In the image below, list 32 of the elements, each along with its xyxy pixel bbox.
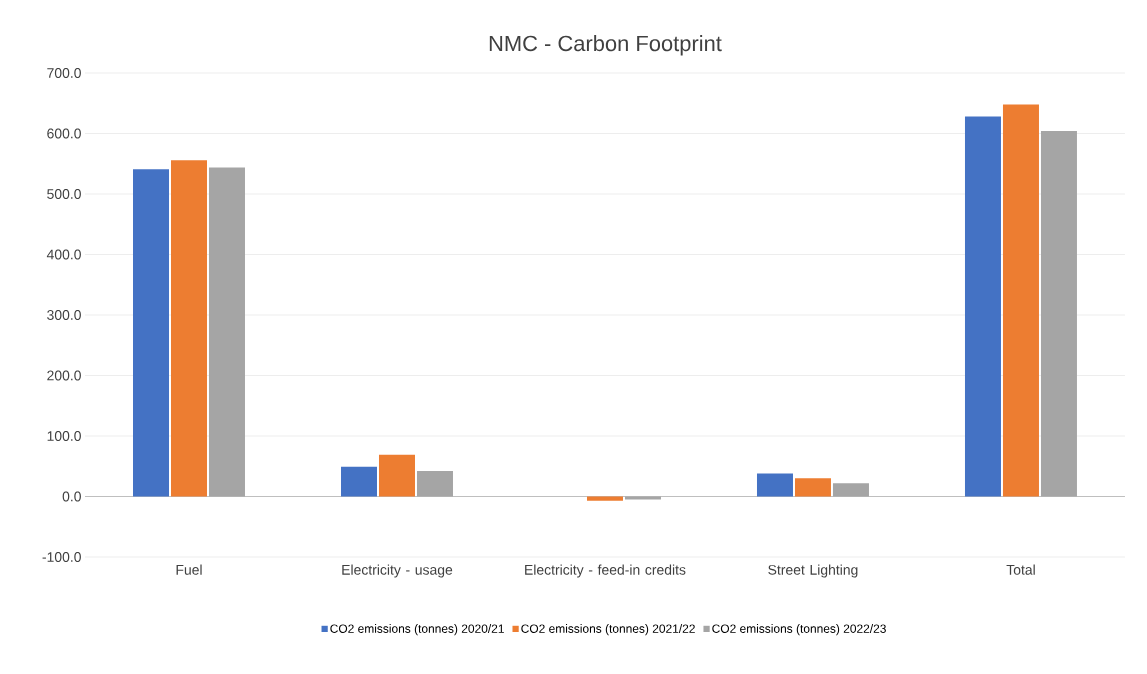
- chart-title: NMC - Carbon Footprint: [489, 35, 722, 56]
- x-tick-label: Fuel: [176, 564, 202, 575]
- x-tick-label: Electricity - feed-in credits: [525, 564, 686, 578]
- y-tick-label: 100.0: [47, 431, 81, 441]
- legend-label: CO2 emissions (tonnes) 2022/23: [712, 624, 886, 636]
- y-tick-label: 200.0: [47, 370, 81, 381]
- bar: [133, 169, 169, 497]
- bar: [341, 466, 377, 497]
- x-tick-label: Total: [1006, 564, 1035, 575]
- x-tick-label: Street Lighting: [768, 564, 858, 578]
- bar: [416, 471, 453, 497]
- bar: [832, 483, 869, 497]
- legend-label: CO2 emissions (tonnes) 2021/22: [521, 624, 695, 636]
- bar: [1040, 131, 1077, 497]
- y-tick-label: -100.0: [42, 552, 81, 562]
- bar: [171, 160, 207, 497]
- y-tick-label: 300.0: [47, 310, 81, 320]
- bar: [1002, 104, 1039, 497]
- y-tick-label: 0.0: [62, 491, 81, 502]
- legend-label: CO2 emissions (tonnes) 2020/21: [330, 624, 504, 636]
- bar: [208, 167, 245, 497]
- x-tick-label: Electricity - usage: [342, 564, 453, 578]
- y-tick-label: 600.0: [47, 128, 81, 139]
- bar: [794, 478, 831, 497]
- bar: [756, 473, 793, 497]
- y-tick-label: 500.0: [47, 189, 81, 199]
- bar: [586, 496, 623, 501]
- y-tick-label: 700.0: [47, 68, 81, 78]
- bar: [624, 496, 661, 500]
- bar: [964, 116, 1001, 497]
- y-tick-label: 400.0: [46, 249, 81, 260]
- bar: [378, 454, 415, 497]
